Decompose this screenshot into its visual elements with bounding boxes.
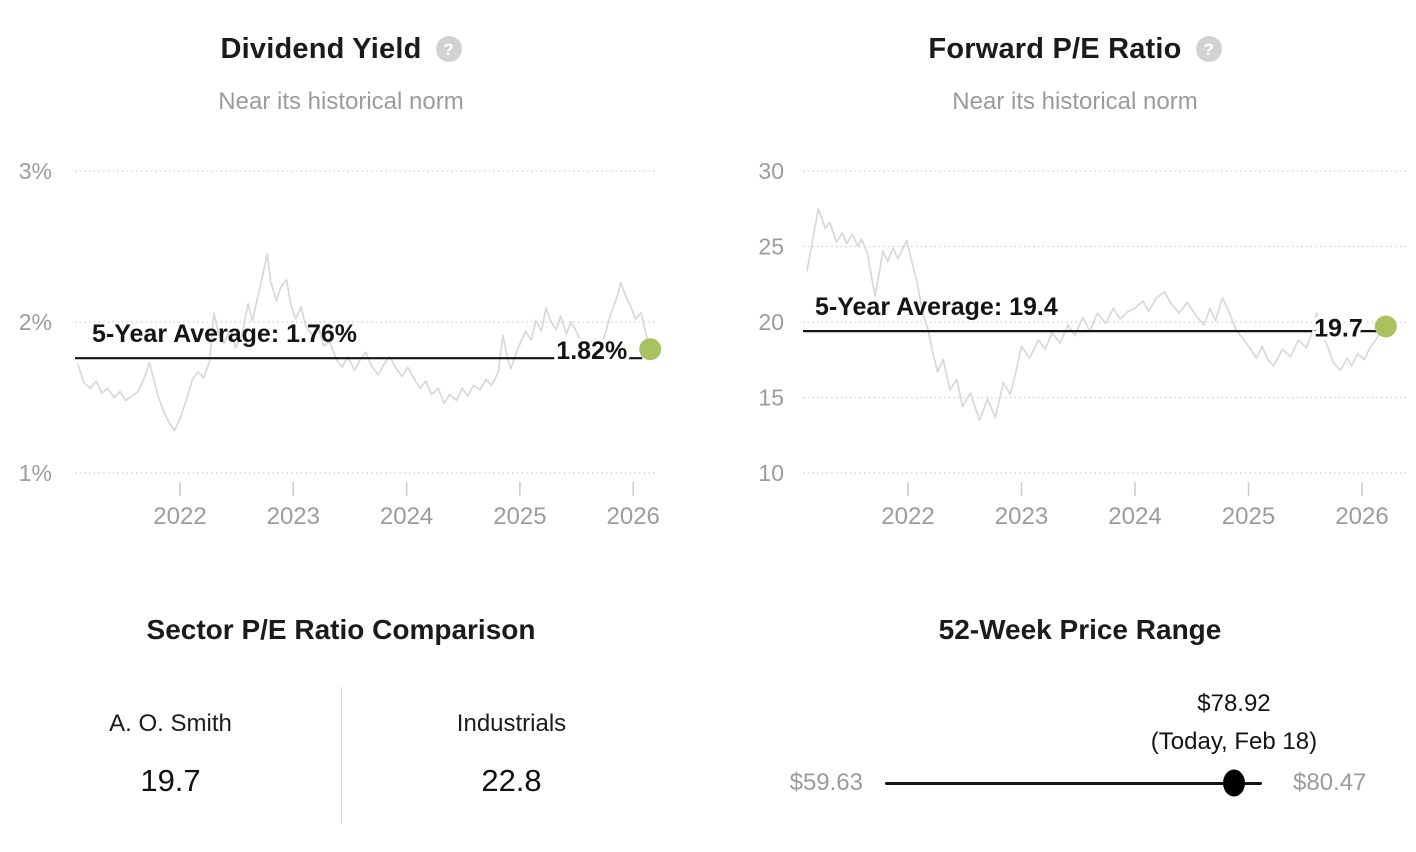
- x-axis-label: 2022: [881, 503, 934, 530]
- forward-pe-title: Forward P/E Ratio: [928, 32, 1182, 65]
- dividend-yield-chart: 3% 2% 1% 2022 2023 2024 2025 2026 5-Year Average…: [19, 158, 662, 530]
- forward-pe-header: Forward P/E Ratio ?: [734, 33, 1416, 65]
- dividend-yield-title: Dividend Yield: [220, 32, 422, 65]
- question-mark-glyph: ?: [1203, 39, 1214, 59]
- comparison-company-value: 19.7: [140, 763, 201, 798]
- y-axis-label: 2%: [19, 309, 52, 335]
- comparison-sector-value: 22.8: [481, 763, 542, 798]
- x-axis-label: 2025: [493, 503, 546, 530]
- y-axis-label: 3%: [19, 158, 52, 184]
- forward-pe-help-icon[interactable]: ?: [1195, 36, 1222, 62]
- current-value-dot: [639, 338, 662, 361]
- series-line: [806, 207, 1387, 421]
- x-axis-label: 2023: [267, 503, 320, 530]
- comparison-company-label: A. O. Smith: [109, 710, 232, 737]
- average-label: 5-Year Average: 1.76%: [92, 320, 357, 348]
- x-axis-label: 2022: [153, 503, 206, 530]
- y-axis-label: 1%: [19, 460, 52, 486]
- price-range-current-date: (Today, Feb 18): [1150, 728, 1318, 755]
- y-axis-label: 25: [758, 234, 784, 260]
- x-axis-label: 2023: [995, 503, 1048, 530]
- price-range-high-label: $80.47: [1293, 769, 1367, 796]
- dividend-yield-header: Dividend Yield ?: [0, 33, 682, 65]
- average-label: 5-Year Average: 19.4: [815, 293, 1058, 321]
- forward-pe-chart: 30 25 20 15 10 2022 2023 2024 2025 2026 5-Year Ave…: [758, 158, 1408, 530]
- price-range-marker-dot: [1222, 769, 1245, 797]
- sector-pe-comparison-title: Sector P/E Ratio Comparison: [146, 614, 536, 645]
- x-axis-label: 2026: [1335, 503, 1388, 530]
- price-range-title: 52-Week Price Range: [938, 614, 1222, 645]
- dividend-yield-help-icon[interactable]: ?: [435, 36, 462, 62]
- x-axis-label: 2025: [1222, 503, 1275, 530]
- price-range-track: [885, 782, 1262, 785]
- forward-pe-subtitle: Near its historical norm: [952, 88, 1198, 115]
- x-axis-label: 2026: [607, 503, 660, 530]
- current-value-dot: [1374, 315, 1397, 338]
- comparison-sector-label: Industrials: [456, 710, 567, 737]
- x-axis-label: 2024: [380, 503, 433, 530]
- dividend-yield-subtitle: Near its historical norm: [218, 88, 464, 115]
- y-axis-label: 10: [758, 460, 784, 486]
- current-value-label: 1.82%: [556, 337, 627, 365]
- current-value-label: 19.7: [1314, 315, 1363, 343]
- question-mark-glyph: ?: [443, 39, 454, 59]
- x-axis-label: 2024: [1108, 503, 1161, 530]
- y-axis-label: 20: [758, 309, 784, 335]
- comparison-divider: [341, 687, 342, 824]
- y-axis-label: 15: [758, 385, 784, 411]
- y-axis-label: 30: [758, 158, 784, 184]
- price-range-low-label: $59.63: [789, 769, 863, 796]
- price-range-current-value: $78.92: [1197, 690, 1271, 717]
